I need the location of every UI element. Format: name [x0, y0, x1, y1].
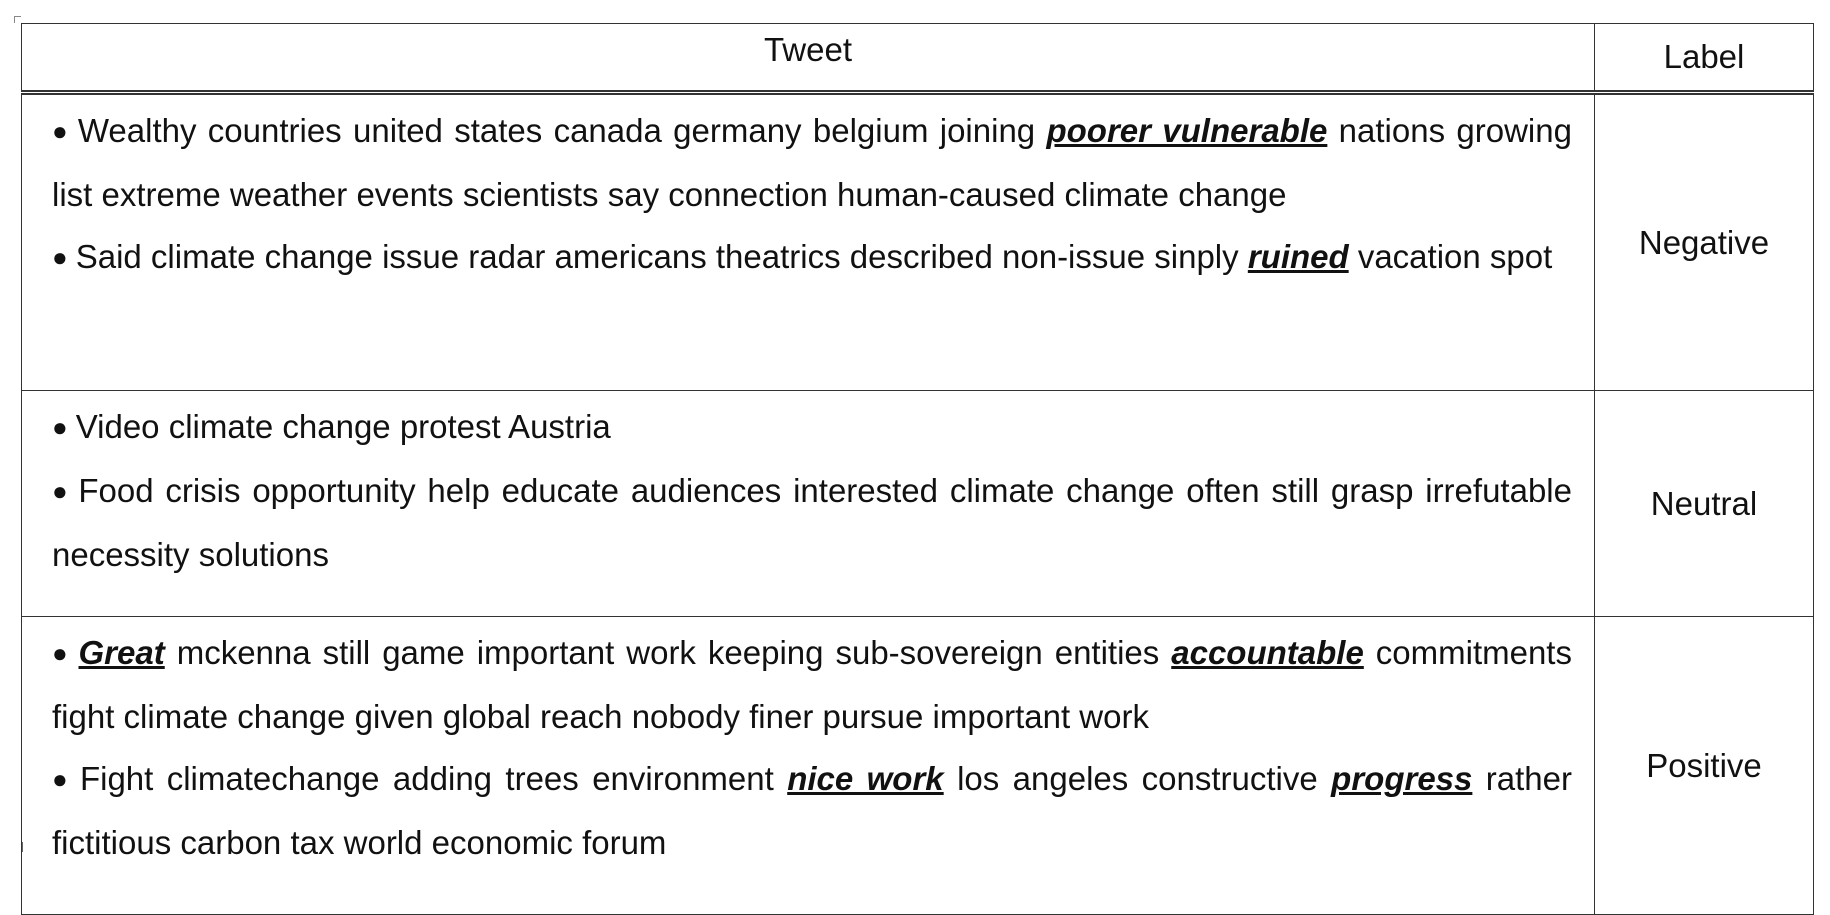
- tweet-bullet: ● Food crisis opportunity help educate au…: [52, 460, 1572, 586]
- tweet-text: Food crisis opportunity help educate aud…: [52, 472, 1572, 573]
- tweet-text: Fight climatechange adding trees environ…: [79, 760, 788, 797]
- highlighted-word: progress: [1331, 760, 1473, 797]
- tweet-column-header: Tweet: [21, 23, 1595, 95]
- tweet-bullet: ● Said climate change issue radar america…: [52, 226, 1572, 290]
- highlighted-word: nice work: [787, 760, 944, 797]
- tweet-label-table: Tweet Label ● Wealthy countries united st…: [21, 23, 1814, 915]
- tweet-text: mckenna still game important work keepin…: [164, 634, 1172, 671]
- tweet-bullet: ● Fight climatechange adding trees enviro…: [52, 748, 1572, 874]
- tweet-text: rather fictitious carbon tax world econo…: [52, 760, 1572, 861]
- page-edge-mark: [22, 842, 23, 852]
- tweet-text: Said climate change issue radar american…: [75, 238, 1248, 275]
- page-corner-mark: [14, 16, 21, 23]
- highlighted-word: accountable: [1171, 634, 1364, 671]
- highlighted-word: Great: [78, 634, 165, 671]
- table-row-positive: ● Great mckenna still game important work…: [21, 616, 1814, 915]
- tweet-cell: ● Video climate change protest Austria ● F…: [21, 390, 1595, 617]
- tweet-bullet: ● Wealthy countries united states canada …: [52, 100, 1572, 226]
- highlighted-word: ruined: [1247, 238, 1349, 275]
- bullet-icon: ●: [52, 764, 72, 794]
- tweet-header-text: Tweet: [763, 31, 853, 68]
- highlighted-word: poorer vulnerable: [1046, 112, 1328, 149]
- table-row-neutral: ● Video climate change protest Austria ● F…: [21, 390, 1814, 617]
- tweet-bullet: ● Video climate change protest Austria: [52, 396, 1572, 460]
- sentiment-label: Positive: [1594, 616, 1814, 915]
- tweet-text: vacation spot: [1348, 238, 1553, 275]
- tweet-text: Wealthy countries united states canada g…: [77, 112, 1047, 149]
- table-row-negative: ● Wealthy countries united states canada …: [21, 92, 1814, 391]
- bullet-icon: ●: [52, 116, 70, 146]
- bullet-icon: ●: [52, 242, 68, 272]
- tweet-cell: ● Great mckenna still game important work…: [21, 616, 1595, 915]
- tweet-bullet: ● Great mckenna still game important work…: [52, 622, 1572, 748]
- label-header-text: Label: [1663, 38, 1745, 75]
- tweet-text: commitments fight climate change given g…: [52, 634, 1572, 735]
- bullet-icon: ●: [52, 638, 71, 668]
- bullet-icon: ●: [52, 412, 68, 442]
- tweet-text: los angeles constructive: [943, 760, 1332, 797]
- header-row: Tweet Label: [21, 23, 1814, 95]
- tweet-cell: ● Wealthy countries united states canada …: [21, 92, 1595, 391]
- sentiment-label: Neutral: [1594, 390, 1814, 617]
- sentiment-label: Negative: [1594, 92, 1814, 391]
- tweet-text: nations growing list extreme weather eve…: [52, 112, 1572, 213]
- tweet-text: Video climate change protest Austria: [75, 408, 611, 445]
- bullet-icon: ●: [52, 476, 71, 506]
- label-column-header: Label: [1594, 23, 1814, 95]
